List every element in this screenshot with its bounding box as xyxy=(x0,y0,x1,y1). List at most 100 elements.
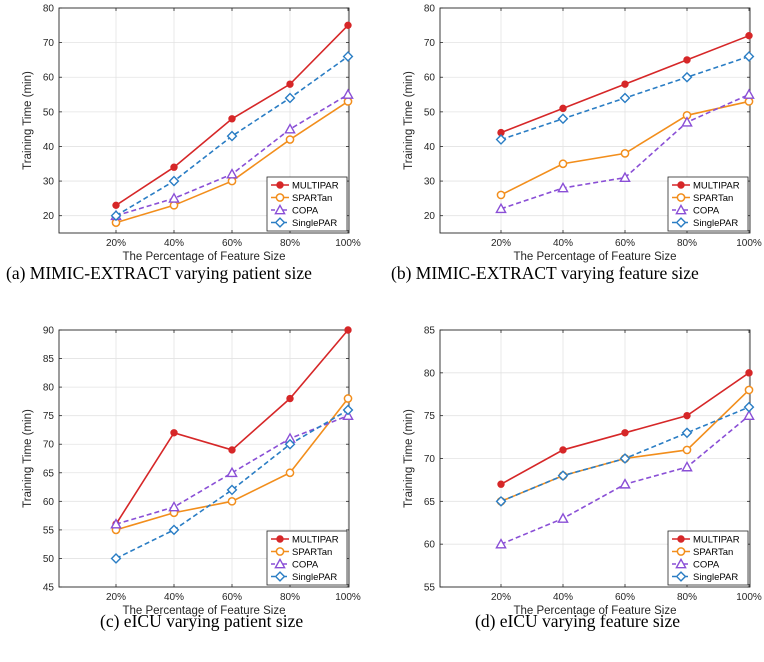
axes-frame xyxy=(58,329,350,588)
legend-marker xyxy=(677,181,685,189)
caption-1: (a) MIMIC-EXTRACT varying patient size xyxy=(6,263,312,283)
series-copa xyxy=(110,409,354,529)
caption-3: (c) eICU varying patient size xyxy=(100,611,304,631)
y-tick-label: 65 xyxy=(424,497,436,508)
series-spartan xyxy=(111,97,353,227)
axes-frame xyxy=(439,7,751,234)
x-axis-label: The Percentage of Feature Size xyxy=(513,605,676,617)
y-tick-label: 60 xyxy=(43,73,55,84)
chart-panel-2: 20 30 40 50 60 70 80 20% 40% 60% 80% 100% The Percen… xyxy=(403,4,762,264)
y-tick-label: 75 xyxy=(424,411,436,422)
data-point xyxy=(110,553,122,564)
legend-label: SinglePAR xyxy=(292,572,337,583)
y-tick-label: 20 xyxy=(43,211,55,222)
data-point xyxy=(683,56,691,64)
data-point xyxy=(745,369,753,377)
data-point xyxy=(682,445,692,455)
x-tick-label: 80% xyxy=(677,592,697,603)
legend-marker xyxy=(675,203,687,215)
data-point xyxy=(621,80,629,88)
legend-marker xyxy=(677,535,685,543)
chart-panel-4: 55 60 65 70 75 80 85 20% 40% 60% 80% 100% The Percen… xyxy=(403,326,762,618)
series-copa xyxy=(495,409,755,549)
data-point xyxy=(170,429,178,437)
data-point xyxy=(228,115,236,123)
legend-marker xyxy=(675,217,687,228)
y-tick-label: 80 xyxy=(43,383,55,394)
data-point xyxy=(343,394,353,403)
y-tick-label: 70 xyxy=(43,440,55,451)
data-point xyxy=(342,51,354,62)
data-point xyxy=(743,88,755,99)
x-tick-label: 60% xyxy=(615,238,635,249)
y-tick-label: 60 xyxy=(424,73,436,84)
data-point xyxy=(168,192,180,203)
x-tick-label: 80% xyxy=(280,592,300,603)
data-point xyxy=(286,394,294,403)
data-point xyxy=(226,168,238,179)
legend-label: COPA xyxy=(693,206,720,217)
x-tick-label: 60% xyxy=(222,592,242,603)
legend-marker xyxy=(274,557,286,569)
chart-panel-3: 45 50 55 60 65 70 75 80 85 90 20% 40% 60% 80% 100% The … xyxy=(22,326,361,618)
y-tick-label: 80 xyxy=(43,4,55,15)
x-tick-label: 100% xyxy=(736,592,762,603)
legend-label: SPARTan xyxy=(693,547,733,558)
y-tick-label: 50 xyxy=(43,107,55,118)
y-tick-label: 70 xyxy=(424,454,436,465)
data-point xyxy=(619,453,631,464)
axes-frame xyxy=(58,7,350,234)
data-point xyxy=(681,461,693,472)
x-tick-label: 100% xyxy=(335,238,361,249)
legend-label: SinglePAR xyxy=(292,218,337,229)
x-tick-label: 80% xyxy=(677,238,697,249)
caption-2: (b) MIMIC-EXTRACT varying feature size xyxy=(391,263,699,283)
series-copa xyxy=(495,88,755,214)
data-point xyxy=(285,135,295,144)
y-axis-label: Training Time (min) xyxy=(22,71,34,170)
series-line xyxy=(115,414,349,525)
y-tick-label: 65 xyxy=(43,468,55,479)
data-point xyxy=(557,181,569,193)
legend-marker xyxy=(275,193,285,202)
data-point xyxy=(619,171,631,182)
chart-panel-1: 20 30 40 50 60 70 80 20% 40% 60% 80% 100% The Percen… xyxy=(22,4,361,264)
data-point xyxy=(168,524,180,536)
data-point xyxy=(227,496,237,506)
data-point xyxy=(284,123,296,134)
x-tick-label: 20% xyxy=(106,238,126,249)
data-point xyxy=(743,401,755,413)
y-tick-label: 70 xyxy=(43,38,55,49)
x-tick-label: 40% xyxy=(164,592,184,603)
data-point xyxy=(497,480,505,488)
data-point xyxy=(344,326,352,334)
y-tick-label: 75 xyxy=(43,411,55,422)
series-singlepar xyxy=(110,404,354,564)
legend-label: SPARTan xyxy=(292,547,332,558)
data-point xyxy=(557,470,569,482)
legend-label: MULTIPAR xyxy=(292,181,339,192)
data-point xyxy=(168,501,180,512)
legend-label: MULTIPAR xyxy=(292,535,339,546)
y-tick-label: 85 xyxy=(43,354,55,365)
data-point xyxy=(559,104,567,113)
y-tick-label: 70 xyxy=(424,38,436,49)
data-point xyxy=(558,159,568,169)
x-tick-label: 80% xyxy=(280,238,300,249)
legend-label: MULTIPAR xyxy=(693,181,740,192)
data-point xyxy=(557,512,569,523)
data-point xyxy=(110,518,122,529)
x-tick-label: 60% xyxy=(222,238,242,249)
legend-label: SPARTan xyxy=(693,193,733,204)
legend-label: MULTIPAR xyxy=(693,535,740,546)
data-point xyxy=(284,92,296,104)
series-multipar xyxy=(112,21,352,210)
data-point xyxy=(621,429,629,437)
y-tick-label: 45 xyxy=(43,583,55,594)
y-tick-label: 20 xyxy=(424,211,436,222)
data-point xyxy=(112,201,120,210)
series-singlepar xyxy=(110,51,354,222)
legend-marker xyxy=(675,571,687,582)
